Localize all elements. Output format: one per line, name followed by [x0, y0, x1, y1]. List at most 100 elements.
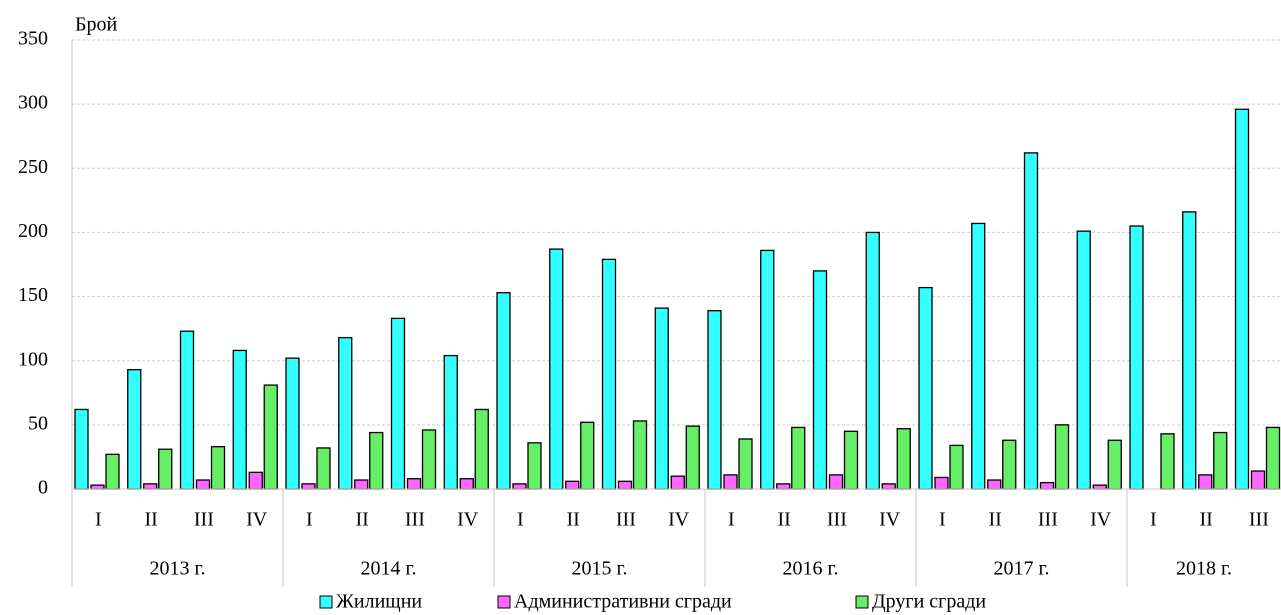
x-tick-label: III — [405, 509, 425, 531]
year-label: 2016 г. — [783, 558, 839, 580]
bar — [949, 444, 964, 490]
x-tick-label: I — [95, 509, 102, 531]
bar — [354, 479, 369, 490]
bar — [90, 484, 105, 490]
bar — [390, 317, 406, 490]
x-tick-label: III — [1249, 509, 1269, 531]
x-tick-label: III — [194, 509, 214, 531]
bar — [549, 248, 564, 490]
bar — [760, 249, 775, 490]
bar — [918, 286, 933, 490]
bar — [285, 357, 300, 490]
bar — [474, 408, 489, 490]
bar — [1039, 481, 1055, 490]
legend-swatch — [497, 595, 511, 609]
bar — [263, 384, 278, 490]
y-tick-label: 150 — [18, 284, 48, 306]
bar — [580, 421, 595, 490]
bar — [1213, 431, 1228, 490]
year-label: 2015 г. — [572, 558, 628, 580]
x-tick-label: I — [1150, 509, 1157, 531]
bar — [1182, 211, 1197, 490]
x-tick-label: IV — [879, 509, 901, 531]
bar — [443, 354, 458, 490]
bar — [601, 258, 617, 490]
bar — [1198, 474, 1213, 490]
bar — [248, 471, 263, 490]
x-tick-label: I — [517, 509, 524, 531]
year-label: 2014 г. — [361, 558, 417, 580]
x-tick-label: III — [827, 509, 847, 531]
bar — [1023, 152, 1039, 490]
bar — [421, 429, 437, 490]
legend-label: Административни сгради — [514, 591, 732, 613]
x-tick-label: IV — [668, 509, 690, 531]
x-tick-label: II — [1199, 509, 1212, 531]
legend-label: Други сгради — [872, 591, 986, 613]
bar — [971, 222, 986, 490]
bar — [881, 483, 896, 490]
bar — [791, 426, 806, 490]
x-tick-label: III — [1038, 509, 1058, 531]
bar — [934, 476, 949, 490]
x-tick-label: IV — [246, 509, 268, 531]
bar — [685, 425, 700, 490]
bar — [1092, 484, 1107, 490]
x-tick-label: III — [616, 509, 636, 531]
bar — [127, 369, 142, 490]
bar — [369, 431, 384, 490]
bar — [179, 330, 195, 490]
bar — [1054, 424, 1070, 490]
x-tick-label: IV — [457, 509, 479, 531]
legend-swatch — [855, 595, 869, 609]
x-tick-label: II — [988, 509, 1001, 531]
bar — [865, 231, 880, 490]
x-tick-label: I — [306, 509, 313, 531]
y-tick-label: 350 — [18, 28, 48, 50]
bar — [406, 478, 422, 490]
bar — [812, 270, 828, 490]
y-tick-label: 50 — [28, 412, 48, 434]
x-tick-label: II — [777, 509, 790, 531]
bar — [195, 479, 211, 490]
bar — [1160, 433, 1175, 490]
y-axis-label: Брой — [75, 14, 117, 36]
x-tick-label: II — [566, 509, 579, 531]
bar — [1107, 439, 1122, 490]
bar — [654, 307, 669, 490]
bar — [301, 483, 316, 490]
bar — [1250, 470, 1266, 490]
x-tick-label: I — [728, 509, 735, 531]
bar — [632, 420, 648, 490]
bar — [1076, 230, 1091, 490]
bar — [707, 310, 722, 490]
y-tick-label: 0 — [38, 477, 48, 499]
bar — [617, 480, 633, 490]
bar — [828, 474, 844, 490]
y-tick-label: 300 — [18, 92, 48, 114]
bar — [987, 479, 1002, 490]
bar — [459, 478, 474, 490]
bar — [670, 475, 685, 490]
bar — [158, 448, 173, 490]
bar — [843, 430, 859, 490]
bar — [210, 446, 226, 490]
bar — [1002, 439, 1017, 490]
bar — [776, 483, 791, 490]
x-tick-label: II — [355, 509, 368, 531]
bar — [565, 480, 580, 490]
y-tick-label: 100 — [18, 348, 48, 370]
bar — [896, 428, 911, 490]
x-tick-label: I — [939, 509, 946, 531]
bar — [338, 336, 353, 490]
bar — [1234, 108, 1250, 490]
bar — [738, 438, 753, 490]
bar — [496, 292, 511, 490]
year-label: 2013 г. — [150, 558, 206, 580]
x-tick-label: II — [144, 509, 157, 531]
bar — [527, 442, 542, 490]
bar — [316, 447, 331, 490]
y-tick-label: 200 — [18, 220, 48, 242]
legend-swatch — [319, 595, 333, 609]
